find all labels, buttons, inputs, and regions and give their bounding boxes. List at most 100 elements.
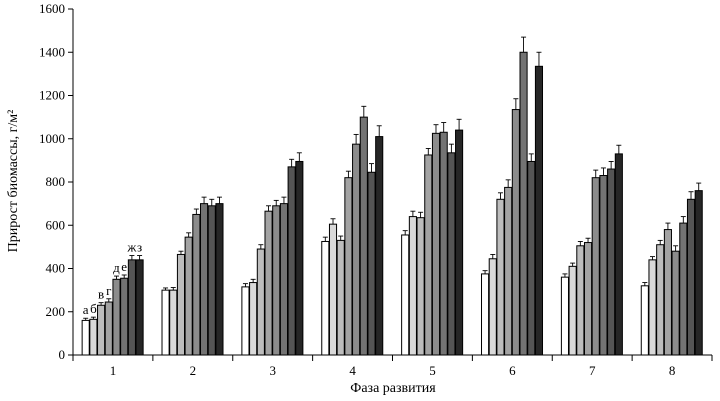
x-axis-title: Фаза развития [350,381,436,396]
bar [104,301,113,356]
bar [287,166,296,356]
bar [169,289,178,356]
bar [328,223,338,356]
y-tick-label: 1600 [39,1,65,16]
bar [488,258,497,356]
bar-group [161,196,224,356]
bar [576,245,585,356]
bar [344,177,353,356]
bar [511,109,520,356]
bar [504,186,513,356]
bar [439,131,448,356]
bar [81,319,90,356]
bar [560,276,569,356]
bar-letter-label: б [90,301,97,316]
bar [568,265,577,356]
bar-letter-label: г [106,283,111,298]
bar [127,259,136,356]
x-tick-label: 2 [190,363,197,378]
bar [686,198,696,356]
y-tick-label: 1000 [39,131,65,146]
bar-group [481,36,544,356]
bar [481,273,490,356]
bar [176,253,186,356]
bar [161,289,170,356]
bar [272,205,281,356]
bar-group [401,118,464,356]
bar-group [81,255,144,356]
bar [336,239,345,356]
bar [663,229,672,356]
x-tick-label: 4 [349,363,356,378]
bar [591,177,600,356]
y-tick-label: 0 [59,347,66,362]
bar [112,278,121,356]
bar [352,143,361,356]
bar-group [640,182,703,356]
bar-letter-label: е [121,259,127,274]
y-tick-label: 1200 [39,88,65,103]
bar-groups [81,36,703,356]
x-tick-label: 3 [269,363,276,378]
bar [640,285,649,356]
y-tick-label: 400 [46,261,66,276]
bar-group [241,152,304,356]
bar [120,277,129,356]
x-tick-label: 5 [429,363,436,378]
bar [401,234,410,356]
bar [671,250,680,356]
bar [200,203,209,356]
x-tick-label: 6 [509,363,516,378]
bar [256,248,265,356]
bar-letter-labels: а бв гд еж з [83,240,142,318]
bar [264,210,273,356]
bar [679,222,688,356]
y-tick-label: 600 [46,217,66,232]
bar [192,213,201,356]
bar [89,318,98,356]
bar [607,168,616,356]
bar-letter-label: з [137,240,142,255]
bar [527,160,536,356]
bar [447,152,456,356]
bar [519,51,528,356]
y-tick-label: 800 [46,174,66,189]
bar [656,244,665,356]
bar [279,203,288,356]
y-tick-label: 200 [46,304,66,319]
bar [295,160,304,356]
bar [431,132,441,356]
bar [241,286,250,356]
bar-group [560,144,623,356]
bar-group [321,105,384,356]
bar [207,205,216,356]
bar [249,282,258,356]
bar [97,304,106,356]
bar [215,203,224,356]
bar-letter-label: д [113,260,120,275]
y-tick-label: 1400 [39,44,65,59]
bar [648,259,657,356]
y-axis-title: Прирост биомассы, г/м² [6,110,21,253]
bar [534,65,544,356]
bar [496,198,505,356]
bar [583,242,593,356]
bar-letter-label: ж [126,240,137,255]
bar [455,129,464,356]
bar [375,136,384,356]
bar [184,236,193,356]
axes: 0 200 400 600 800 1000 1200 1400 1600 1 2 3 4 5 6 7 8 [39,1,713,378]
bar-letter-label: в [98,287,104,302]
bar [694,190,703,356]
bar [321,240,330,356]
bar [408,216,417,356]
x-tick-label: 8 [669,363,676,378]
bar [614,153,623,356]
bar [367,171,376,356]
bar [359,116,368,356]
bar [599,175,608,356]
x-tick-label: 7 [589,363,596,378]
x-tick-label: 1 [110,363,117,378]
bar [424,154,433,356]
